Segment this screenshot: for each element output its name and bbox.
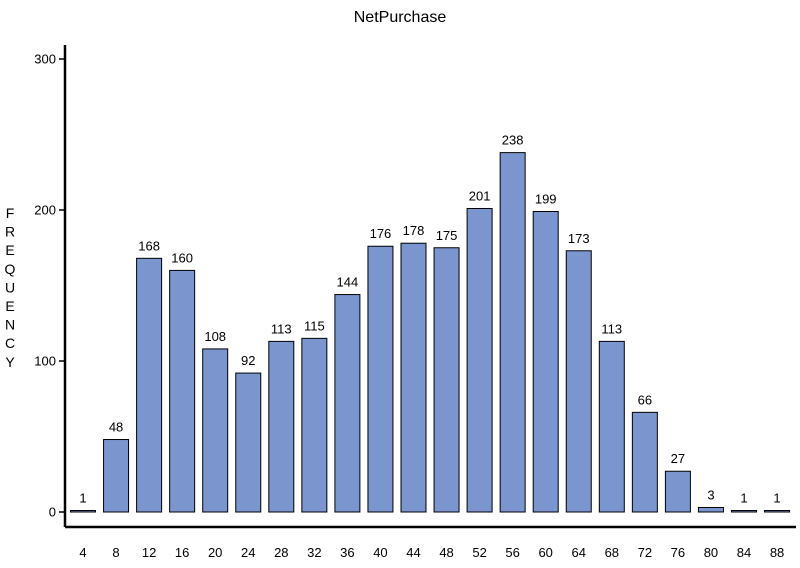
- y-axis-label-letter: F: [6, 205, 15, 221]
- x-tick-label: 88: [770, 545, 784, 560]
- y-axis-label-letter: E: [5, 242, 14, 258]
- y-axis-label-letter: N: [5, 317, 15, 333]
- bar: [598, 340, 625, 513]
- x-tick-label: 64: [572, 545, 586, 560]
- x-tick-label: 48: [439, 545, 453, 560]
- data-label: 92: [241, 353, 255, 368]
- y-axis-label-letter: E: [5, 298, 14, 314]
- data-label: 66: [638, 392, 652, 407]
- bar: [334, 294, 361, 513]
- data-label: 1: [79, 490, 86, 505]
- x-tick-label: 44: [406, 545, 420, 560]
- y-tick-label: 200: [34, 203, 56, 218]
- data-label: 1: [773, 490, 780, 505]
- x-tick-label: 52: [472, 545, 486, 560]
- data-label: 199: [535, 192, 557, 207]
- bar: [532, 211, 559, 513]
- bar: [764, 509, 791, 513]
- bar: [136, 257, 163, 513]
- x-tick-label: 60: [538, 545, 552, 560]
- data-label: 113: [601, 321, 622, 336]
- y-tick-label: 0: [49, 505, 56, 520]
- bars: [70, 152, 791, 513]
- bar: [235, 372, 262, 513]
- y-axis-label-letter: C: [5, 335, 15, 351]
- bar: [466, 207, 493, 513]
- data-label: 168: [138, 238, 160, 253]
- data-label: 48: [109, 420, 123, 435]
- bar: [664, 470, 691, 513]
- data-label: 115: [304, 318, 325, 333]
- x-tick-label: 32: [307, 545, 321, 560]
- bar: [367, 245, 394, 513]
- bar: [697, 506, 724, 513]
- bar: [499, 152, 526, 513]
- x-tick-label: 36: [340, 545, 354, 560]
- bar: [565, 250, 592, 513]
- x-tick-label: 20: [208, 545, 222, 560]
- data-label: 160: [171, 250, 193, 265]
- y-tick-label: 100: [34, 354, 56, 369]
- x-axis-ticks: 4 8 12 16 20 24 28 32 36 40 44 48 52 56 60 64 68 72 76 80 84…: [79, 545, 784, 560]
- x-tick-label: 8: [112, 545, 119, 560]
- data-label: 173: [568, 231, 590, 246]
- data-label: 176: [370, 226, 392, 241]
- data-label: 238: [502, 133, 524, 148]
- x-tick-label: 80: [704, 545, 718, 560]
- data-label: 1: [740, 490, 747, 505]
- bar: [169, 269, 196, 513]
- data-label: 175: [436, 228, 458, 243]
- x-tick-label: 12: [142, 545, 156, 560]
- data-label: 144: [337, 275, 359, 290]
- x-tick-label: 84: [737, 545, 751, 560]
- x-tick-label: 40: [373, 545, 387, 560]
- y-tick-label: 300: [34, 52, 56, 67]
- bar: [103, 439, 130, 513]
- data-label: 178: [403, 223, 425, 238]
- chart-title: NetPurchase: [354, 9, 447, 26]
- data-label: 3: [707, 487, 714, 502]
- x-tick-label: 4: [79, 545, 86, 560]
- x-tick-label: 72: [638, 545, 652, 560]
- y-axis-label-letter: R: [5, 224, 15, 240]
- x-tick-label: 68: [605, 545, 619, 560]
- x-tick-label: 28: [274, 545, 288, 560]
- bar: [731, 509, 757, 513]
- data-label: 27: [671, 451, 685, 466]
- bar: [400, 242, 427, 513]
- data-label: 108: [204, 329, 226, 344]
- bar: [301, 337, 328, 513]
- bar: [433, 247, 460, 513]
- bar: [70, 509, 96, 513]
- bar: [631, 411, 658, 513]
- data-label: 113: [271, 321, 292, 336]
- y-axis-label-letter: Q: [5, 261, 16, 277]
- bar: [202, 348, 229, 513]
- x-tick-label: 56: [505, 545, 519, 560]
- x-tick-label: 24: [241, 545, 255, 560]
- x-tick-label: 16: [175, 545, 189, 560]
- y-axis-ticks: 0 100 200 300: [34, 52, 65, 520]
- x-tick-label: 76: [671, 545, 685, 560]
- bar: [268, 340, 295, 513]
- y-axis-label-letter: U: [5, 279, 15, 295]
- data-label: 201: [469, 188, 491, 203]
- y-axis-label-letter: Y: [5, 354, 15, 370]
